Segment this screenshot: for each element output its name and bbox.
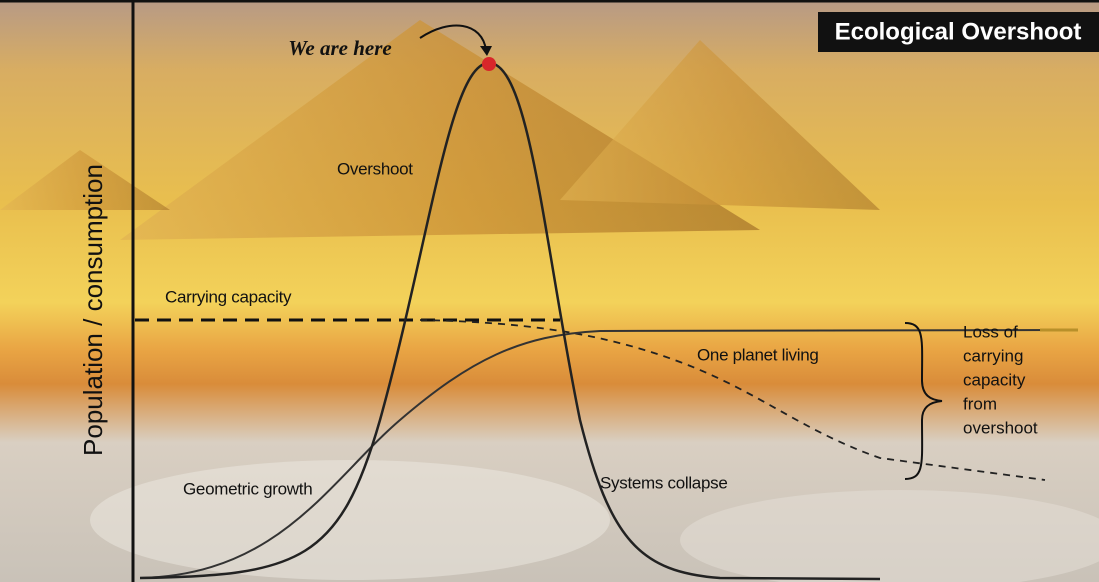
carrying-capacity-label: Carrying capacity (165, 287, 292, 306)
one-planet-curve (139, 329, 1061, 579)
arrow-head (480, 46, 492, 56)
cloud (680, 490, 1099, 582)
systems-collapse-label: Systems collapse (600, 473, 727, 492)
loss-label-line: from (963, 394, 997, 413)
title: Ecological Overshoot (835, 18, 1082, 45)
y-axis-label: Population / consumption (78, 164, 108, 456)
loss-label-line: Loss of (963, 322, 1018, 341)
overshoot-label: Overshoot (337, 159, 413, 178)
cloud (90, 460, 610, 580)
loss-label-line: carrying (963, 346, 1023, 365)
brace (904, 322, 943, 480)
loss-label-line: capacity (963, 370, 1026, 389)
geometric-growth-label: Geometric growth (183, 479, 312, 498)
loss-label-line: overshoot (963, 418, 1038, 437)
we-are-here: We are here (288, 36, 391, 60)
one-planet-label: One planet living (697, 345, 819, 364)
declining-capacity-line (419, 319, 1046, 481)
loss-label: Loss of carrying capacity from overshoot (963, 322, 1038, 437)
current-point (482, 57, 496, 71)
arrow (419, 24, 487, 51)
pyramid (0, 150, 170, 210)
title-box (818, 12, 1099, 52)
pyramid (560, 40, 880, 210)
